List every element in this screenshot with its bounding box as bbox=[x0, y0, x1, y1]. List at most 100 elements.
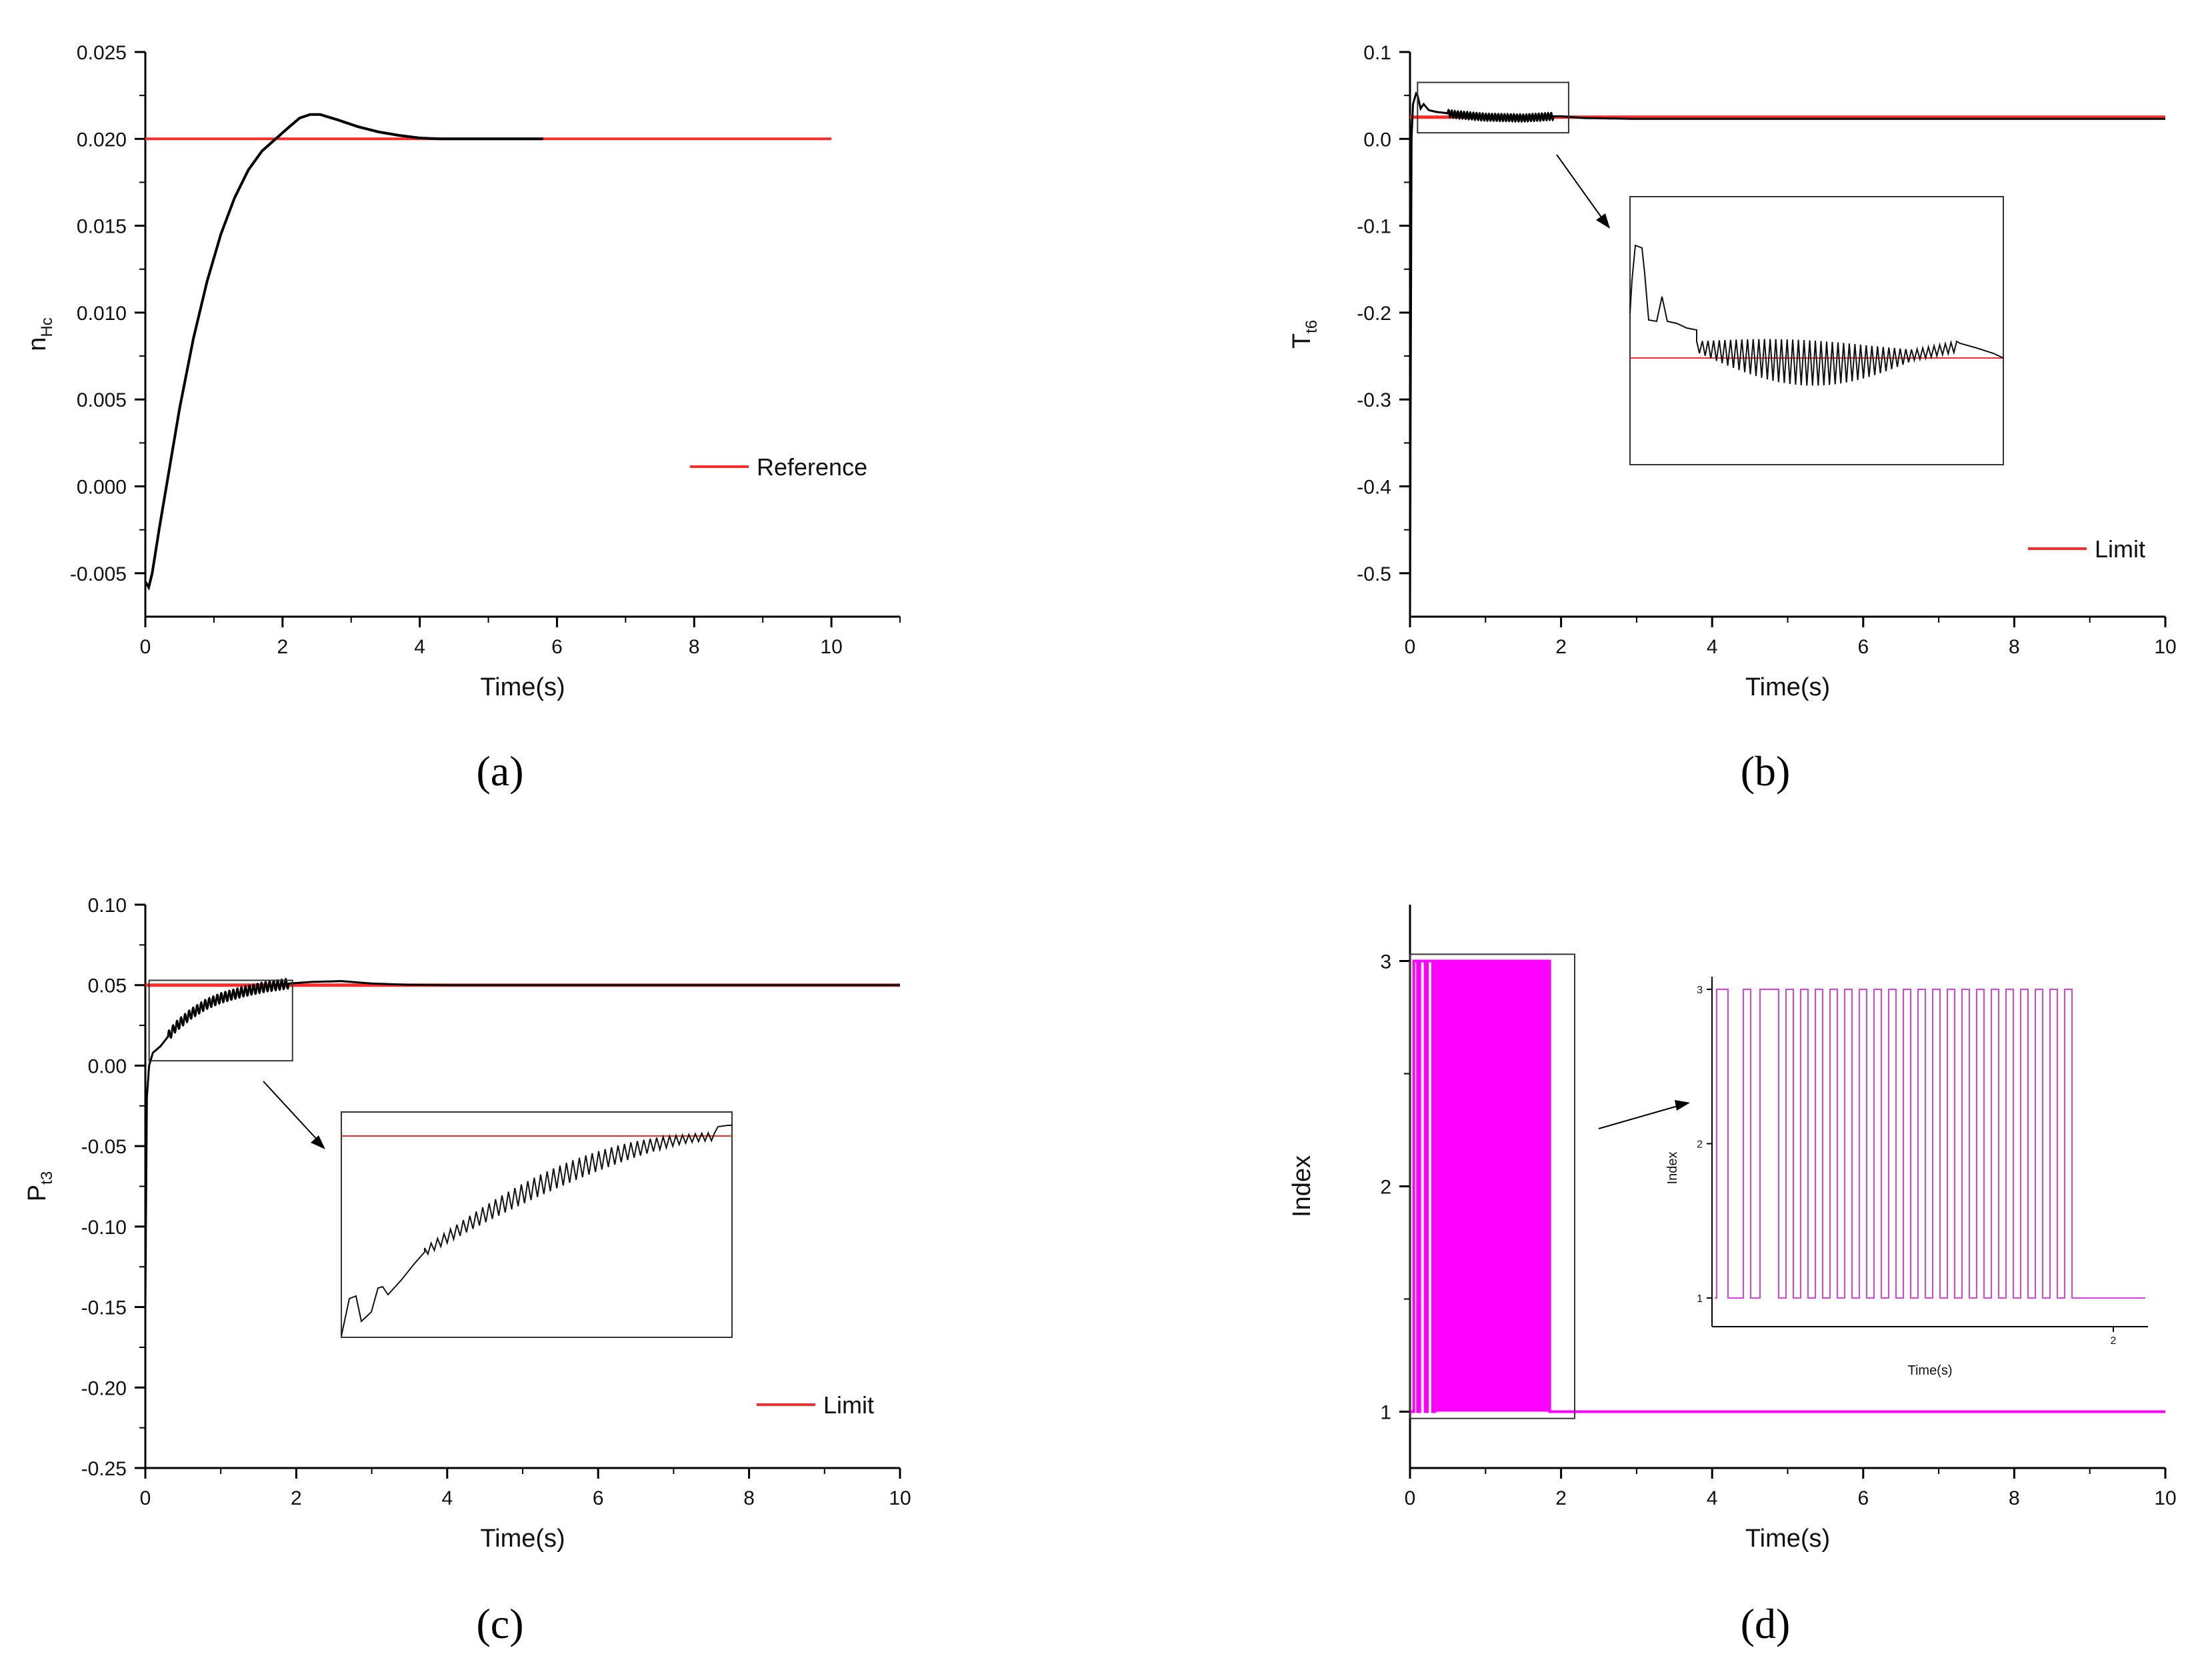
legend-label: Limit bbox=[823, 1391, 874, 1419]
y-axis-label: Tt6 bbox=[1288, 320, 1321, 349]
inset-frame bbox=[341, 1111, 733, 1338]
y-tick-label: -0.10 bbox=[81, 1217, 127, 1239]
y-tick-label: 0.025 bbox=[77, 42, 127, 64]
zoom-arrow bbox=[1556, 154, 1604, 221]
x-tick-label: 0 bbox=[1405, 1487, 1416, 1509]
x-tick-label: 4 bbox=[1707, 1487, 1718, 1509]
x-tick-label: 6 bbox=[551, 636, 563, 658]
zoom-arrow bbox=[263, 1081, 319, 1142]
y-axis-label-sub: t3 bbox=[38, 1171, 56, 1185]
legend-label: Reference bbox=[757, 453, 867, 481]
y-tick-label: -0.1 bbox=[1357, 216, 1391, 238]
x-tick-label: 0 bbox=[140, 636, 151, 658]
y-tick-label: -0.005 bbox=[70, 563, 127, 585]
y-tick-label: 1 bbox=[1380, 1402, 1391, 1424]
y-tick-label: -0.20 bbox=[81, 1377, 127, 1399]
x-axis-label: Time(s) bbox=[1745, 673, 1830, 701]
x-tick-label: 4 bbox=[1707, 636, 1718, 658]
x-tick-label: 2 bbox=[277, 636, 288, 658]
x-tick-label: 2 bbox=[1555, 636, 1567, 658]
x-tick-label: 6 bbox=[1857, 636, 1869, 658]
chart-c: 0 2 4 6 8 10 -0.25 -0.20 -0.15 -0.10 -0.05 0.00 0.05… bbox=[23, 895, 911, 1647]
inset-index-line bbox=[1715, 989, 2145, 1299]
y-tick-label: 0.015 bbox=[77, 216, 127, 238]
x-tick-label: 10 bbox=[2154, 636, 2176, 658]
x-tick-label: 8 bbox=[689, 636, 700, 658]
panel-caption: (b) bbox=[1741, 747, 1791, 795]
x-tick-label: 4 bbox=[414, 636, 425, 658]
inset-y-tick-label: 3 bbox=[1697, 985, 1703, 996]
chart-d: 0 2 4 6 8 10123Time(s)Index(d)1232Time(s)Inde… bbox=[1288, 905, 2177, 1647]
y-axis-label-sub: t6 bbox=[1303, 320, 1321, 333]
y-tick-label: 0.1 bbox=[1363, 42, 1391, 64]
zoom-arrow bbox=[1598, 1105, 1681, 1129]
y-tick-label: -0.2 bbox=[1357, 303, 1391, 325]
x-tick-label: 10 bbox=[2154, 1487, 2176, 1509]
y-tick-label: 0.0 bbox=[1363, 129, 1391, 151]
x-tick-label: 0 bbox=[1405, 636, 1416, 658]
x-tick-label: 6 bbox=[593, 1487, 604, 1509]
x-tick-label: 6 bbox=[1857, 1487, 1869, 1509]
y-tick-label: 0.10 bbox=[88, 895, 127, 917]
y-tick-label: -0.4 bbox=[1357, 477, 1391, 499]
zoom-arrowhead bbox=[1596, 213, 1610, 229]
y-tick-label: -0.25 bbox=[81, 1458, 127, 1480]
x-tick-label: 2 bbox=[1555, 1487, 1567, 1509]
zoom-inset bbox=[341, 1111, 733, 1338]
y-axis-label: Index bbox=[1288, 1155, 1316, 1217]
y-tick-label: -0.15 bbox=[81, 1297, 127, 1319]
series-response-line bbox=[144, 113, 543, 591]
y-tick-label: -0.3 bbox=[1357, 389, 1391, 411]
x-tick-label: 8 bbox=[743, 1487, 755, 1509]
legend-label: Limit bbox=[2095, 535, 2145, 563]
x-tick-label: 8 bbox=[2009, 636, 2020, 658]
panel-caption: (d) bbox=[1741, 1600, 1791, 1647]
inset-x-axis-label: Time(s) bbox=[1907, 1363, 1952, 1378]
inset-y-tick-label: 2 bbox=[1697, 1139, 1703, 1151]
y-axis-label-main: T bbox=[1288, 333, 1316, 349]
y-axis-label-main: P bbox=[23, 1185, 51, 1201]
zoom-arrowhead bbox=[311, 1135, 325, 1149]
x-axis-label: Time(s) bbox=[480, 1525, 565, 1553]
chart-a: 0 2 4 6 8 10 -0.005 0.000 0.005 0.010 0.015 0.020 0.… bbox=[23, 42, 901, 795]
chart-b: 0 2 4 6 8 10 -0.5 -0.4 -0.3 -0.2 -0.1 0.0 0.1 Time(s)… bbox=[1288, 42, 2177, 795]
zoom-box bbox=[148, 979, 293, 1062]
x-tick-label: 8 bbox=[2009, 1487, 2020, 1509]
zoom-arrowhead bbox=[1675, 1100, 1690, 1111]
legend: Limit bbox=[757, 1391, 874, 1419]
y-axis-label-main: Index bbox=[1288, 1155, 1316, 1217]
y-tick-label: -0.05 bbox=[81, 1136, 127, 1158]
zoom-box bbox=[1409, 953, 1575, 1419]
zoom-inset: 1 2 3 2 Time(s) Index bbox=[1665, 977, 2148, 1378]
x-axis-label: Time(s) bbox=[1745, 1525, 1830, 1553]
y-tick-label: -0.5 bbox=[1357, 563, 1391, 585]
y-tick-label: 0.020 bbox=[77, 129, 127, 151]
inset-x-tick-label: 2 bbox=[2111, 1335, 2117, 1347]
legend: Limit bbox=[2028, 535, 2145, 563]
y-axis-label: Pt3 bbox=[23, 1171, 56, 1201]
panel-caption: (a) bbox=[476, 747, 523, 795]
x-tick-label: 10 bbox=[820, 636, 842, 658]
y-axis-label-sub: Hc bbox=[38, 317, 56, 337]
x-tick-label: 4 bbox=[441, 1487, 453, 1509]
y-tick-label: 0.000 bbox=[77, 477, 127, 499]
inset-response-line bbox=[1629, 244, 2004, 386]
y-tick-label: 3 bbox=[1380, 951, 1391, 973]
series-index-fill bbox=[1436, 961, 1550, 1412]
x-tick-label: 0 bbox=[140, 1487, 151, 1509]
zoom-inset bbox=[1629, 196, 2004, 465]
inset-response-line bbox=[341, 1125, 732, 1337]
inset-frame bbox=[1629, 196, 2004, 465]
series-response-line bbox=[1409, 91, 2165, 617]
inset-y-tick-label: 1 bbox=[1697, 1293, 1703, 1305]
y-tick-label: 0.05 bbox=[88, 975, 127, 997]
y-tick-label: 0.005 bbox=[77, 389, 127, 411]
x-tick-label: 2 bbox=[291, 1487, 302, 1509]
y-tick-label: 0.010 bbox=[77, 303, 127, 325]
x-axis-label: Time(s) bbox=[480, 673, 565, 701]
zoom-box bbox=[1417, 81, 1569, 134]
y-tick-label: 2 bbox=[1380, 1177, 1391, 1199]
x-tick-label: 10 bbox=[889, 1487, 911, 1509]
panel-caption: (c) bbox=[476, 1600, 523, 1647]
